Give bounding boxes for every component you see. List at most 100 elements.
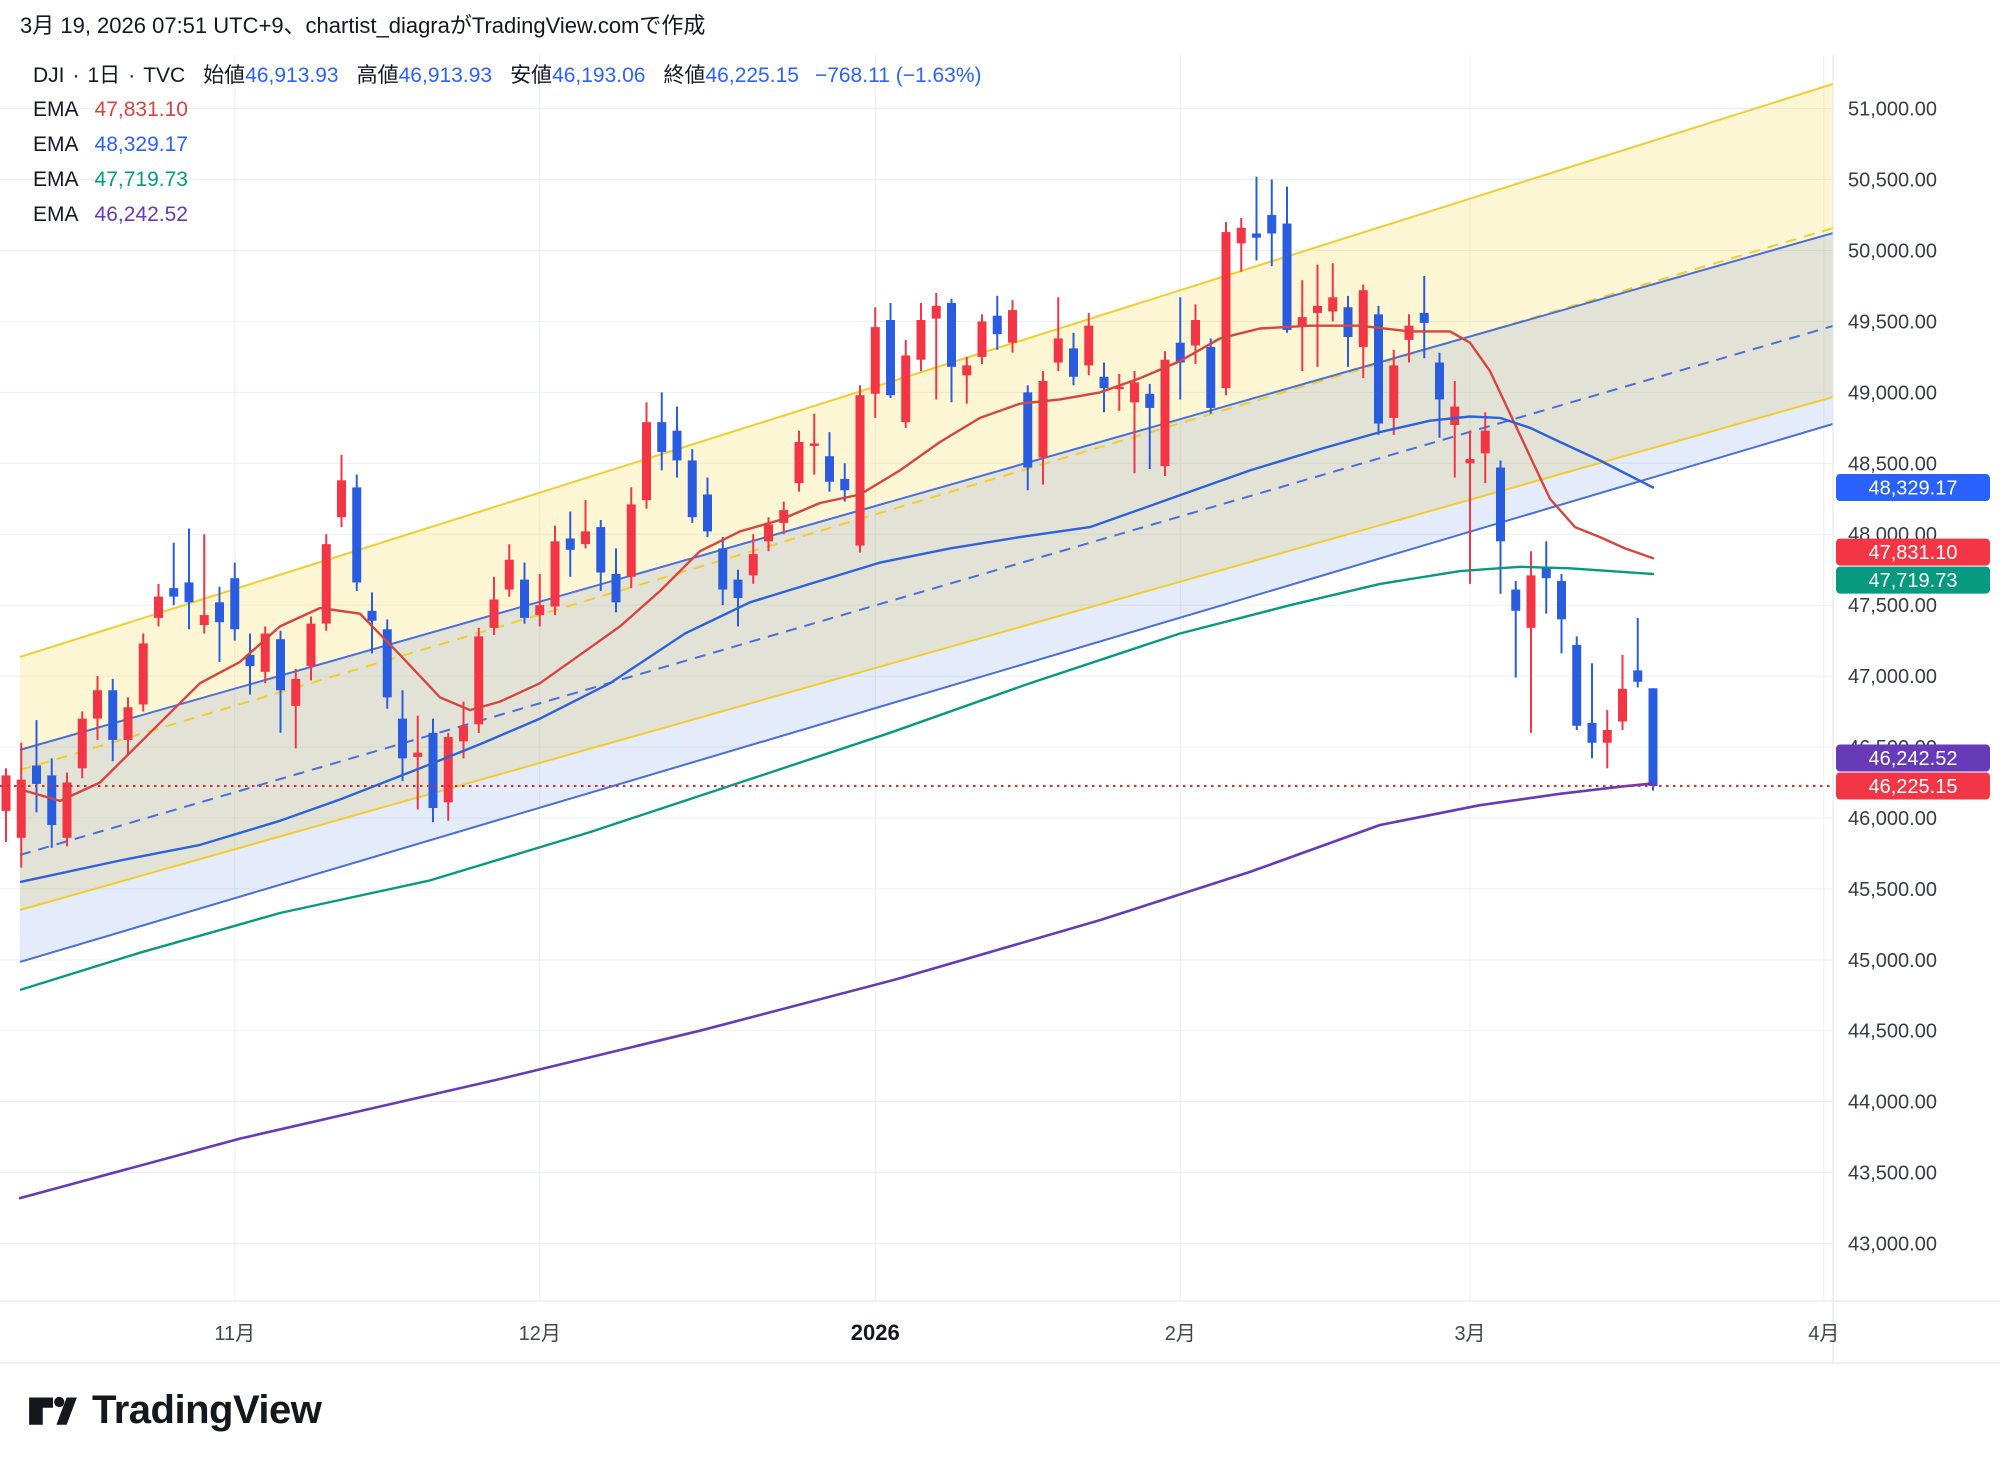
candle-down xyxy=(47,775,57,826)
candle-down xyxy=(1252,233,1261,238)
candle-up xyxy=(154,596,163,618)
candle-up xyxy=(870,327,880,394)
candle-up xyxy=(1465,459,1475,464)
candle-down xyxy=(1511,589,1521,611)
candle-up xyxy=(794,442,804,484)
candle-down xyxy=(657,422,667,452)
candle-down xyxy=(1587,722,1597,743)
candle-up xyxy=(321,544,331,624)
channel-blue-bottom-line xyxy=(19,423,1833,963)
candle-down xyxy=(1267,215,1277,234)
candle-up xyxy=(1358,290,1368,347)
candle-down xyxy=(840,478,850,491)
price-badge-label: 48,329.17 xyxy=(1869,478,1958,500)
price-badge-bg xyxy=(1836,772,1990,800)
close-field: 終値46,225.15 xyxy=(663,64,799,87)
candle-up xyxy=(93,690,102,719)
candle-up xyxy=(535,605,545,616)
ema-value-purple: 46,242.52 xyxy=(94,202,188,226)
ema-legend-row: EMA 48,329.17 xyxy=(33,127,982,162)
candle-up xyxy=(138,643,148,705)
candle-down xyxy=(184,582,194,603)
candle-up xyxy=(1480,430,1490,454)
candle-down xyxy=(1648,688,1658,787)
price-label: 45,000.00 xyxy=(1848,950,1937,972)
ema-red-line xyxy=(19,324,1655,803)
price-label: 50,000.00 xyxy=(1848,240,1937,262)
candle-up xyxy=(855,395,865,546)
month-label: 12月 xyxy=(519,1323,561,1345)
candle-up xyxy=(291,678,301,706)
candle-up xyxy=(1404,325,1414,340)
price-badge-bg xyxy=(1836,566,1990,594)
candle-down xyxy=(1419,312,1429,323)
candle-down xyxy=(230,578,240,630)
candle-up xyxy=(1526,575,1536,628)
attribution-text: 3月 19, 2026 07:51 UTC+9、chartist_diagraが… xyxy=(20,13,706,38)
price-label: 43,000.00 xyxy=(1848,1234,1937,1256)
candle-down xyxy=(1572,644,1582,726)
price-badge-bg xyxy=(1836,744,1990,772)
candle-down xyxy=(1069,348,1078,377)
candle-down xyxy=(428,732,438,809)
price-label: 48,500.00 xyxy=(1848,453,1937,475)
candle-up xyxy=(413,752,423,757)
candle-down xyxy=(992,315,1002,335)
ema-value-red: 47,831.10 xyxy=(94,97,188,121)
overlays xyxy=(0,55,2000,1364)
price-badge-label: 47,831.10 xyxy=(1869,542,1958,564)
candle-down xyxy=(398,718,407,759)
candle-down xyxy=(108,690,118,740)
candles xyxy=(1,176,1658,868)
ema-blue-line xyxy=(19,415,1655,883)
candle-up xyxy=(1328,297,1338,312)
candle-up xyxy=(748,554,758,576)
candle-down xyxy=(718,548,728,590)
price-label: 51,000.00 xyxy=(1848,99,1937,121)
candle-down xyxy=(611,573,621,603)
candle-down xyxy=(1541,566,1551,579)
candle-up xyxy=(931,305,941,319)
candle-down xyxy=(1206,346,1216,408)
symbol-ohlc-row: DJI · 1日 · TVC 始値46,913.93 高値46,913.93 安… xyxy=(33,60,982,92)
price-label: 43,500.00 xyxy=(1848,1163,1937,1185)
candle-up xyxy=(1389,365,1399,418)
price-badge-label: 46,225.15 xyxy=(1869,776,1958,798)
candle-up xyxy=(504,559,514,590)
open-field: 始値46,913.93 xyxy=(203,64,339,87)
candle-up xyxy=(1221,232,1231,389)
candle-up xyxy=(1084,325,1094,366)
price-label: 49,500.00 xyxy=(1848,311,1937,333)
ema-value-blue: 48,329.17 xyxy=(94,132,188,156)
price-label: 47,500.00 xyxy=(1848,595,1937,617)
candle-up xyxy=(1297,317,1307,328)
candle-down xyxy=(169,588,179,597)
candle-up xyxy=(1618,688,1627,722)
price-label: 47,000.00 xyxy=(1848,666,1937,688)
candle-up xyxy=(550,541,560,607)
time-axis[interactable]: 11月 12月 2026 2月 3月 4月 xyxy=(214,1320,1839,1345)
candle-down xyxy=(1557,581,1566,620)
ema-legend-row: EMA 47,831.10 xyxy=(33,92,982,127)
candle-up xyxy=(459,725,468,742)
current-price-badge: 46,225.15 xyxy=(1836,772,1990,800)
candle-up xyxy=(581,531,590,545)
candle-down xyxy=(32,765,41,784)
candle-up xyxy=(474,636,484,725)
price-axis[interactable]: 51,000.00 50,500.00 50,000.00 49,500.00 49,0… xyxy=(1836,99,1990,1256)
ema-lines xyxy=(18,324,1655,1200)
candle-down xyxy=(520,579,529,618)
channel-blue-top-line xyxy=(19,232,1833,751)
candle-up xyxy=(626,504,636,577)
candle-down xyxy=(1435,362,1444,400)
candle-down xyxy=(367,610,377,621)
ema-purple-line xyxy=(18,782,1655,1200)
chart-legend: DJI · 1日 · TVC 始値46,913.93 高値46,913.93 安… xyxy=(33,60,982,232)
candle-up xyxy=(1053,338,1063,363)
candle-down xyxy=(1496,467,1505,542)
price-badge: 48,329.17 xyxy=(1836,474,1990,502)
high-field: 高値46,913.93 xyxy=(356,64,493,87)
price-label: 50,500.00 xyxy=(1848,170,1937,192)
candle-down xyxy=(1145,393,1155,408)
